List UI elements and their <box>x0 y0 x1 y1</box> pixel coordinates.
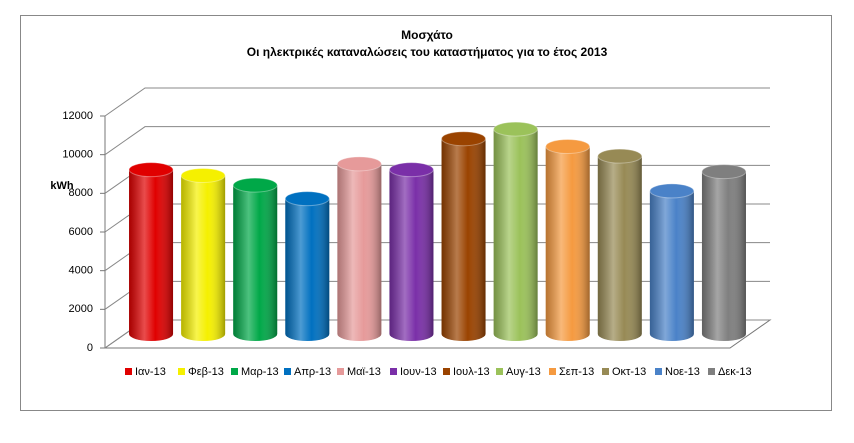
legend-label: Ιουν-13 <box>400 366 437 378</box>
cylinder-shade <box>129 169 174 341</box>
legend-label: Ιαν-13 <box>135 366 166 378</box>
cylinder-top <box>701 164 747 180</box>
grid-line <box>104 126 770 156</box>
legend-label: Μαϊ-13 <box>347 366 381 378</box>
legend-swatch <box>125 368 132 375</box>
legend-swatch <box>708 368 715 375</box>
y-tick-label: 4000 <box>69 265 93 277</box>
cylinder-top <box>388 162 434 178</box>
legend-label: Δεκ-13 <box>718 366 752 378</box>
cylinder-shade <box>285 198 330 341</box>
chart-title: Μοσχάτο <box>401 28 453 42</box>
cylinder-shade <box>597 156 642 341</box>
legend-swatch <box>178 368 185 375</box>
legend-swatch <box>496 368 503 375</box>
cylinder-top <box>649 183 695 199</box>
legend-swatch <box>390 368 397 375</box>
legend-swatch <box>337 368 344 375</box>
cylinder-top <box>336 156 382 172</box>
legend-label: Σεπ-13 <box>559 366 594 378</box>
cylinder-shade <box>649 190 694 341</box>
cylinder-shade <box>493 129 538 341</box>
y-tick-label: 2000 <box>69 303 93 315</box>
legend-swatch <box>231 368 238 375</box>
cylinder-shade <box>233 185 278 341</box>
legend-label: Οκτ-13 <box>612 366 646 378</box>
legend-swatch <box>549 368 556 375</box>
cylinder-top <box>232 177 278 193</box>
legend-swatch <box>443 368 450 375</box>
legend-label: Φεβ-13 <box>188 366 224 378</box>
legend-swatch <box>655 368 662 375</box>
legend-label: Αυγ-13 <box>506 366 541 378</box>
legend-swatch <box>602 368 609 375</box>
y-tick-label: 12000 <box>62 110 93 122</box>
cylinder-top <box>545 138 591 154</box>
legend-label: Νοε-13 <box>665 366 700 378</box>
cylinder-shade <box>181 175 226 341</box>
legend-label: Ιουλ-13 <box>453 366 490 378</box>
y-tick-label: 0 <box>87 342 93 354</box>
cylinder-top <box>597 148 643 164</box>
legend-swatch <box>284 368 291 375</box>
cylinder-shade <box>389 169 434 341</box>
cylinder-top <box>128 162 174 178</box>
y-tick-label: 8000 <box>69 187 93 199</box>
legend-label: Μαρ-13 <box>241 366 279 378</box>
legend-label: Απρ-13 <box>294 366 331 378</box>
cylinder-shade <box>441 138 486 341</box>
cylinder-shade <box>701 171 746 341</box>
y-tick-label: 6000 <box>69 226 93 238</box>
cylinder-top <box>180 167 226 183</box>
cylinder-shade <box>337 163 382 341</box>
y-tick-label: 10000 <box>62 149 93 161</box>
y-axis-label: kWh <box>50 180 74 192</box>
grid-line <box>104 87 770 117</box>
cylinder-top <box>441 131 487 147</box>
cylinder-shade <box>545 146 590 341</box>
chart-subtitle: Οι ηλεκτρικές καταναλώσεις του καταστήμα… <box>247 45 608 59</box>
cylinder-top <box>493 121 539 137</box>
cylinder-top <box>284 191 330 207</box>
